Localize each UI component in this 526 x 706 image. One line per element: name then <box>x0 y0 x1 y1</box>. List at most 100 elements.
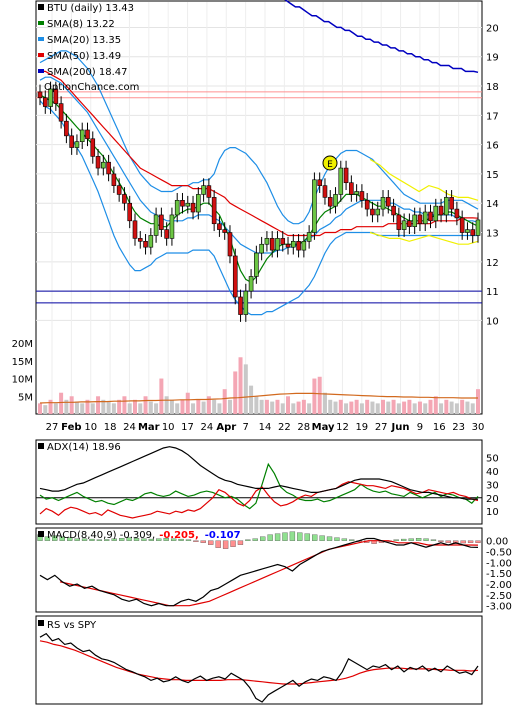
volume-bar <box>48 399 53 414</box>
volume-bar <box>96 396 101 414</box>
volume-bar <box>433 396 438 414</box>
legend-swatch-sma8 <box>38 21 44 25</box>
macd-histogram-bar <box>237 540 244 545</box>
x-tick-label: 28 <box>297 422 310 433</box>
candle-body <box>211 197 217 225</box>
volume-bar <box>476 389 480 414</box>
volume-bar <box>74 401 79 414</box>
candle-body <box>74 141 80 148</box>
volume-bar <box>280 403 285 414</box>
macd-histogram-bar <box>349 539 355 541</box>
volume-bar <box>53 403 58 414</box>
macd-histogram-bar <box>304 533 310 541</box>
macd-histogram-bar <box>267 534 273 541</box>
candle-body <box>275 238 280 251</box>
candle-body <box>254 252 259 277</box>
candle-body <box>159 214 164 230</box>
volume-bar <box>164 396 169 414</box>
volume-bar <box>111 403 116 414</box>
candle-body <box>58 103 64 122</box>
macd-title-line: MACD(8,40,9) -0.309, -0.205, -0.107 <box>47 530 241 541</box>
volume-y-tick-label: 5M <box>18 392 33 403</box>
envelope-upper-line <box>369 158 479 201</box>
candle-body <box>285 243 291 248</box>
rs-average-line <box>39 640 479 685</box>
volume-bar <box>227 399 232 414</box>
volume-bar <box>191 403 196 414</box>
macd-y-tick-label: -3.00 <box>486 602 512 613</box>
volume-bar <box>412 403 417 414</box>
adx-title: ADX(14) 18.96 <box>47 442 121 453</box>
x-tick-label: Apr <box>216 422 236 433</box>
volume-bar <box>460 399 465 414</box>
price-y-tick-label: 13 <box>486 229 499 240</box>
macd-histogram-bar <box>460 540 466 544</box>
macd-histogram-bar <box>415 538 422 541</box>
volume-y-tick-label: 20M <box>12 339 33 350</box>
legend-swatch-price <box>38 4 44 10</box>
volume-bar <box>264 399 269 414</box>
candle-body <box>475 219 481 236</box>
macd-histogram-bar <box>408 538 414 541</box>
volume-bar <box>417 401 422 414</box>
price-y-tick-label: 11 <box>486 287 499 298</box>
volume-bar <box>307 403 312 414</box>
macd-histogram-bar <box>289 531 296 541</box>
macd-histogram-bar <box>81 538 88 541</box>
price-y-tick-label: 16 <box>486 141 499 152</box>
macd-histogram-bar <box>341 538 348 541</box>
macd-histogram-bar <box>208 540 214 545</box>
candle-body <box>454 208 460 219</box>
volume-bar <box>169 399 174 414</box>
volume-bar <box>454 403 459 414</box>
watermark: OptionChance.com <box>44 82 139 93</box>
candle-body <box>217 223 222 230</box>
candle-body <box>412 214 417 227</box>
volume-bar <box>322 392 327 414</box>
candle-body <box>444 197 449 216</box>
sma20-line <box>39 76 479 254</box>
candle-body <box>153 214 159 236</box>
volume-bar <box>185 392 190 414</box>
volume-bar <box>212 399 217 414</box>
macd-title: MACD(8,40,9) -0.309, <box>47 530 155 541</box>
macd-y-tick-label: -1.00 <box>486 558 512 569</box>
macd-histogram-bar <box>282 532 288 541</box>
macd-histogram-bar <box>52 535 58 541</box>
macd-histogram-bar <box>185 539 192 541</box>
macd-y-tick-label: 0.00 <box>486 537 508 548</box>
macd-histogram-bar <box>89 538 95 541</box>
candle-body <box>164 229 169 239</box>
macd-histogram-bar <box>297 532 303 541</box>
candle-body <box>69 135 74 148</box>
legend-sma8: SMA(8) 13.22 <box>47 19 115 30</box>
candle-body <box>380 197 386 210</box>
candle-body <box>190 202 196 213</box>
candle-body <box>42 97 48 107</box>
x-tick-label: 24 <box>201 422 214 433</box>
volume-bar <box>328 399 333 414</box>
earnings-label: E <box>327 160 333 170</box>
macd-histogram-bar <box>74 538 80 541</box>
candle-body <box>238 296 243 315</box>
macd-histogram-bar <box>260 536 266 541</box>
x-tick-label: May <box>312 422 335 433</box>
volume-bar <box>43 405 48 414</box>
minus-di-line <box>39 481 479 519</box>
volume-bar <box>201 401 206 414</box>
volume-bar <box>238 357 243 414</box>
earnings-circle <box>322 155 338 171</box>
rs-legend: RS vs SPY <box>38 620 97 631</box>
macd-histogram-bar <box>230 540 236 547</box>
volume-bar <box>159 378 164 414</box>
candle-body <box>132 220 138 239</box>
volume-bar <box>101 399 106 414</box>
x-tick-label: 17 <box>181 422 194 433</box>
candle-body <box>227 232 233 257</box>
x-tick-label: 27 <box>46 422 59 433</box>
x-tick-label: Feb <box>61 422 81 433</box>
x-tick-label: 14 <box>259 422 272 433</box>
legend-price: BTU (daily) 13.43 <box>47 3 134 14</box>
macd-y-tick-label: -2.50 <box>486 591 512 602</box>
adx-y-tick-label: 30 <box>486 480 499 491</box>
